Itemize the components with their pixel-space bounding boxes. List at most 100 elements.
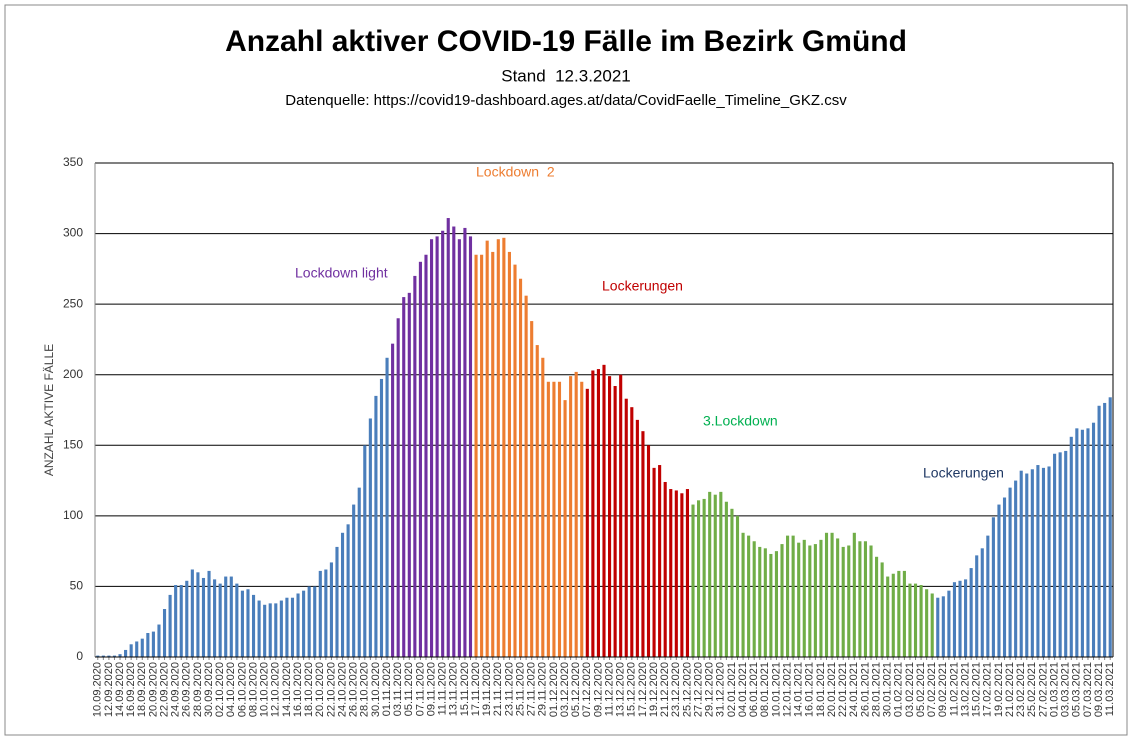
bar (830, 532, 834, 657)
bar (296, 593, 300, 657)
x-tick-label: 26.10.2020 (348, 662, 360, 717)
x-tick-label: 23.11.2020 (503, 662, 515, 716)
bar (513, 264, 517, 657)
x-tick-label: 07.12.2020 (581, 662, 593, 717)
bar (162, 609, 167, 657)
bar (669, 489, 673, 657)
bar (836, 538, 840, 657)
bar (1080, 429, 1084, 657)
bar (646, 445, 651, 657)
x-tick-label: 07.02.2021 (926, 662, 938, 717)
bar (201, 577, 206, 657)
x-tick-label: 21.11.2020 (492, 662, 504, 716)
bar (680, 493, 684, 657)
x-tick-label: 31.12.2020 (715, 662, 727, 717)
bar (112, 655, 117, 657)
bar (340, 532, 345, 657)
bar (335, 546, 339, 657)
bar (285, 597, 289, 657)
bar (841, 546, 845, 657)
bar (730, 508, 734, 657)
bar (1019, 470, 1023, 657)
bar (268, 603, 272, 657)
bar (446, 218, 450, 657)
bar (530, 321, 534, 657)
bar (418, 261, 422, 657)
x-tick-label: 09.11.2020 (425, 662, 437, 716)
x-tick-label: 16.09.2020 (125, 662, 137, 717)
bar (719, 491, 723, 657)
bar (168, 594, 172, 657)
x-tick-label: 06.10.2020 (236, 662, 248, 717)
x-tick-label: 07.11.2020 (414, 662, 426, 716)
x-tick-label: 29.11.2020 (537, 662, 549, 716)
x-tick-label: 11.11.2020 (437, 662, 449, 715)
period-annotation: 3.Lockdown (703, 413, 778, 429)
bar (213, 579, 217, 657)
x-tick-label: 07.03.2021 (1082, 662, 1094, 717)
bar (274, 603, 278, 657)
bar (958, 580, 962, 657)
x-tick-label: 27.02.2021 (1037, 662, 1049, 717)
x-tick-label: 18.09.2020 (136, 662, 148, 717)
period-annotation: Lockerungen (923, 465, 1004, 481)
bar (752, 541, 756, 657)
bar (619, 374, 623, 657)
bar (925, 589, 929, 657)
bar (596, 369, 600, 657)
x-tick-label: 19.02.2021 (993, 662, 1005, 717)
x-tick-label: 03.02.2021 (904, 662, 916, 717)
bar (797, 542, 801, 657)
chart-title: Anzahl aktiver COVID-19 Fälle im Bezirk … (225, 25, 907, 58)
bar (357, 487, 361, 657)
bar (969, 568, 973, 657)
x-tick-label: 21.12.2020 (659, 662, 671, 717)
x-tick-label: 03.12.2020 (559, 662, 571, 717)
bar (1030, 469, 1034, 657)
x-tick-label: 02.01.2021 (726, 662, 738, 717)
bar (774, 551, 779, 657)
bar (947, 590, 951, 657)
y-tick-label: 0 (76, 649, 83, 663)
bar (302, 590, 306, 657)
bar (930, 593, 934, 657)
bar (157, 624, 161, 657)
x-tick-label: 26.09.2020 (181, 662, 193, 717)
bar (1064, 450, 1068, 657)
bar (863, 541, 868, 657)
bar (897, 570, 901, 657)
bar (413, 275, 417, 657)
bar (224, 576, 228, 657)
bar (847, 545, 851, 657)
bar (385, 357, 389, 657)
bar (880, 562, 884, 657)
bar (140, 638, 144, 657)
bar (135, 641, 139, 657)
x-tick-label: 01.11.2020 (381, 662, 393, 716)
bar (663, 481, 667, 657)
bar (685, 489, 690, 657)
x-tick-label: 05.11.2020 (403, 662, 415, 716)
bar (502, 237, 506, 657)
bar (313, 586, 317, 657)
bar (552, 381, 556, 657)
x-tick-label: 29.12.2020 (704, 662, 716, 717)
bar (891, 573, 895, 657)
bar (1036, 465, 1040, 657)
y-tick-label: 50 (70, 579, 84, 593)
bar (146, 633, 150, 657)
x-tick-label: 25.02.2021 (1026, 662, 1038, 717)
bar (507, 251, 511, 658)
bar (496, 239, 500, 657)
x-tick-label: 14.09.2020 (114, 662, 126, 717)
bar (580, 381, 584, 657)
y-axis-label: ANZAHL AKTIVE FÄLLE (42, 344, 56, 476)
bar (491, 251, 495, 658)
bar (735, 515, 740, 657)
bar (1014, 480, 1018, 657)
x-tick-label: 27.12.2020 (692, 662, 704, 717)
bar (435, 236, 439, 657)
x-tick-label: 18.10.2020 (303, 662, 315, 717)
x-tick-label: 03.11.2020 (392, 662, 404, 716)
bar (585, 388, 589, 657)
